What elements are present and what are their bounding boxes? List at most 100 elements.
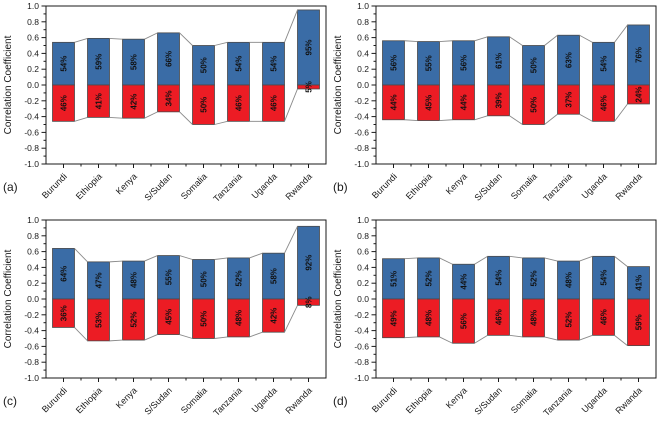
envelope-top: [403, 40, 418, 42]
bar-label-negative: 42%: [130, 94, 139, 110]
x-category-label: Uganda: [579, 171, 608, 200]
bar-label-negative: 36%: [60, 305, 69, 321]
bar-label-negative: 50%: [200, 97, 209, 113]
bar-label-negative: 45%: [424, 95, 433, 111]
y-tick-label: 0.2: [27, 278, 39, 288]
envelope-bottom: [284, 304, 298, 332]
x-category-label: Kenya: [443, 385, 468, 410]
x-category-label: Rwanda: [613, 171, 643, 201]
bar-label-positive: 47%: [95, 272, 104, 288]
envelope-bottom: [578, 113, 593, 122]
x-category-label: Tanzania: [541, 385, 574, 418]
bar-negative-Uganda: [262, 298, 285, 333]
y-axis-title: Correlation Coefficient: [3, 249, 14, 348]
y-tick-label: 0.4: [27, 48, 39, 58]
envelope-top: [74, 37, 88, 43]
envelope-top: [403, 256, 418, 259]
bar-label-positive: 64%: [60, 265, 69, 281]
y-tick-label: -0.2: [354, 309, 369, 319]
envelope-top: [179, 32, 193, 46]
bar-negative-Burundi: [52, 84, 75, 122]
bar-negative-Tanzania: [227, 84, 250, 122]
y-tick-label: 0.0: [27, 294, 39, 304]
bar-negative-S/Sudan: [486, 298, 510, 336]
bar-label-negative: 37%: [564, 92, 573, 108]
bar-label-negative: 52%: [564, 311, 573, 327]
y-tick-label: -0.4: [354, 325, 369, 335]
bar-label-positive: 66%: [165, 51, 174, 67]
bar-negative-Rwanda: [626, 84, 650, 105]
x-category-label: S/Sudan: [472, 385, 503, 416]
bar-negative-Burundi: [381, 298, 405, 338]
bar-label-positive: 54%: [599, 269, 608, 285]
x-category-label: Rwanda: [283, 171, 313, 201]
y-tick-label: 1.0: [27, 1, 39, 11]
envelope-bottom: [578, 334, 593, 341]
bar-label-positive: 52%: [235, 270, 244, 286]
y-tick-label: 0.6: [27, 246, 39, 256]
y-tick-label: 0.0: [357, 294, 369, 304]
bar-negative-Tanzania: [556, 84, 580, 115]
envelope-top: [284, 225, 298, 253]
bar-label-negative: 45%: [165, 308, 174, 324]
envelope-bottom: [473, 115, 488, 121]
envelope-top: [613, 24, 628, 43]
x-category-label: Somalia: [508, 385, 538, 415]
bar-label-positive: 41%: [634, 274, 643, 290]
bar-label-negative: 46%: [270, 95, 279, 111]
y-tick-label: -0.8: [354, 143, 369, 153]
x-category-label: Somalia: [179, 171, 209, 201]
x-category-label: Tanzania: [541, 171, 574, 204]
y-tick-label: -0.8: [354, 357, 369, 367]
y-axis-title: Correlation Coefficient: [333, 249, 344, 348]
bar-negative-Uganda: [591, 84, 615, 122]
x-category-label: Uganda: [250, 171, 279, 200]
bar-negative-Ethiopia: [416, 298, 440, 337]
bar-label-positive: 56%: [389, 55, 398, 71]
bar-label-positive: 52%: [424, 270, 433, 286]
bar-negative-S/Sudan: [486, 84, 510, 117]
x-category-label: S/Sudan: [472, 171, 503, 202]
envelope-bottom: [249, 331, 263, 337]
x-category-label: Kenya: [114, 171, 139, 196]
y-tick-label: -0.4: [24, 112, 39, 122]
y-tick-label: 0.8: [27, 230, 39, 240]
envelope-top: [144, 32, 158, 40]
y-tick-label: -0.6: [24, 127, 39, 137]
envelope-bottom: [473, 334, 488, 344]
bar-label-positive: 58%: [130, 54, 139, 70]
x-category-label: Ethiopia: [403, 385, 433, 415]
panel-label: (b): [333, 180, 348, 194]
bar-negative-Ethiopia: [87, 84, 110, 118]
y-tick-label: -0.2: [24, 96, 39, 106]
bar-negative-Kenya: [451, 84, 475, 121]
bar-label-negative: 8%: [305, 296, 314, 308]
bar-label-negative: 56%: [459, 313, 468, 329]
envelope-bottom: [214, 120, 228, 125]
y-tick-label: 0.8: [357, 17, 369, 27]
envelope-bottom: [508, 115, 523, 125]
envelope-bottom: [613, 334, 628, 346]
y-tick-label: 1.0: [27, 215, 39, 225]
bar-label-negative: 50%: [529, 97, 538, 113]
envelope-top: [214, 256, 228, 260]
x-category-label: Somalia: [179, 385, 209, 415]
envelope-bottom: [179, 111, 193, 125]
y-axis-title: Correlation Coefficient: [333, 35, 344, 134]
envelope-top: [214, 41, 228, 46]
x-category-label: Kenya: [114, 385, 139, 410]
bar-label-negative: 34%: [165, 90, 174, 106]
envelope-top: [543, 34, 558, 46]
bar-label-negative: 44%: [459, 94, 468, 110]
bar-label-negative: 46%: [235, 95, 244, 111]
bar-negative-Rwanda: [626, 298, 650, 346]
y-tick-label: 0.4: [357, 262, 369, 272]
envelope-bottom: [403, 335, 418, 338]
y-tick-label: -0.2: [354, 96, 369, 106]
y-tick-label: 1.0: [357, 215, 369, 225]
envelope-bottom: [74, 326, 88, 341]
x-category-label: Burundi: [40, 385, 69, 414]
y-tick-label: 0.0: [357, 80, 369, 90]
bar-label-positive: 52%: [529, 270, 538, 286]
